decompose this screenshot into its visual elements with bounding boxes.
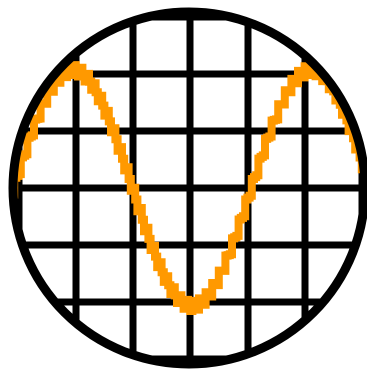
scope-bezel-ring: [8, 7, 367, 369]
sine-waveform: [13, 61, 365, 315]
